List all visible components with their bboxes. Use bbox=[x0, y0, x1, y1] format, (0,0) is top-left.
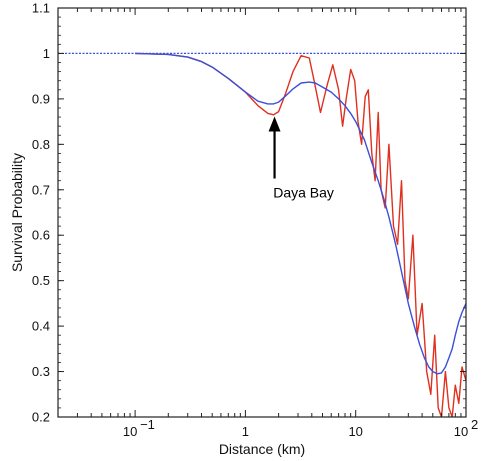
plot-frame bbox=[57, 7, 467, 418]
y-tick-label-4: 0.6 bbox=[32, 228, 50, 243]
x-axis-title: Distance (km) bbox=[219, 441, 305, 457]
y-tick-label-1: 0.3 bbox=[32, 364, 50, 379]
series-layer bbox=[58, 52, 466, 417]
series-line-1 bbox=[135, 52, 466, 417]
labels-layer: 0.20.30.40.50.60.70.80.911.110 −1 1 10 10 2 bbox=[32, 1, 478, 440]
y-tick-label-9: 1.1 bbox=[32, 1, 50, 16]
y-tick-label-2: 0.4 bbox=[32, 319, 50, 334]
y-tick-label-3: 0.5 bbox=[32, 273, 50, 288]
y-tick-label-5: 0.7 bbox=[32, 182, 50, 197]
y-tick-label-7: 0.9 bbox=[32, 91, 50, 106]
series-line-2 bbox=[135, 52, 466, 375]
annotation-arrow-head-0 bbox=[268, 116, 281, 132]
x-tick-label-3: 10 bbox=[454, 424, 468, 439]
x-tick-label-exponent-3: 2 bbox=[471, 417, 478, 432]
x-tick-label-exponent-0: −1 bbox=[140, 417, 155, 432]
y-tick-label-8: 1 bbox=[43, 46, 50, 61]
x-tick-label-2: 10 bbox=[348, 424, 362, 439]
y-tick-label-6: 0.8 bbox=[32, 137, 50, 152]
y-tick-label-0: 0.2 bbox=[32, 410, 50, 425]
ticks-layer bbox=[57, 7, 467, 418]
x-tick-label-1: 1 bbox=[242, 424, 249, 439]
y-axis-title: Survival Probability bbox=[9, 153, 25, 272]
annotation-layer: Daya Bay bbox=[268, 116, 334, 201]
annotation-label-0: Daya Bay bbox=[273, 185, 334, 201]
x-tick-label-0: 10 bbox=[123, 424, 137, 439]
